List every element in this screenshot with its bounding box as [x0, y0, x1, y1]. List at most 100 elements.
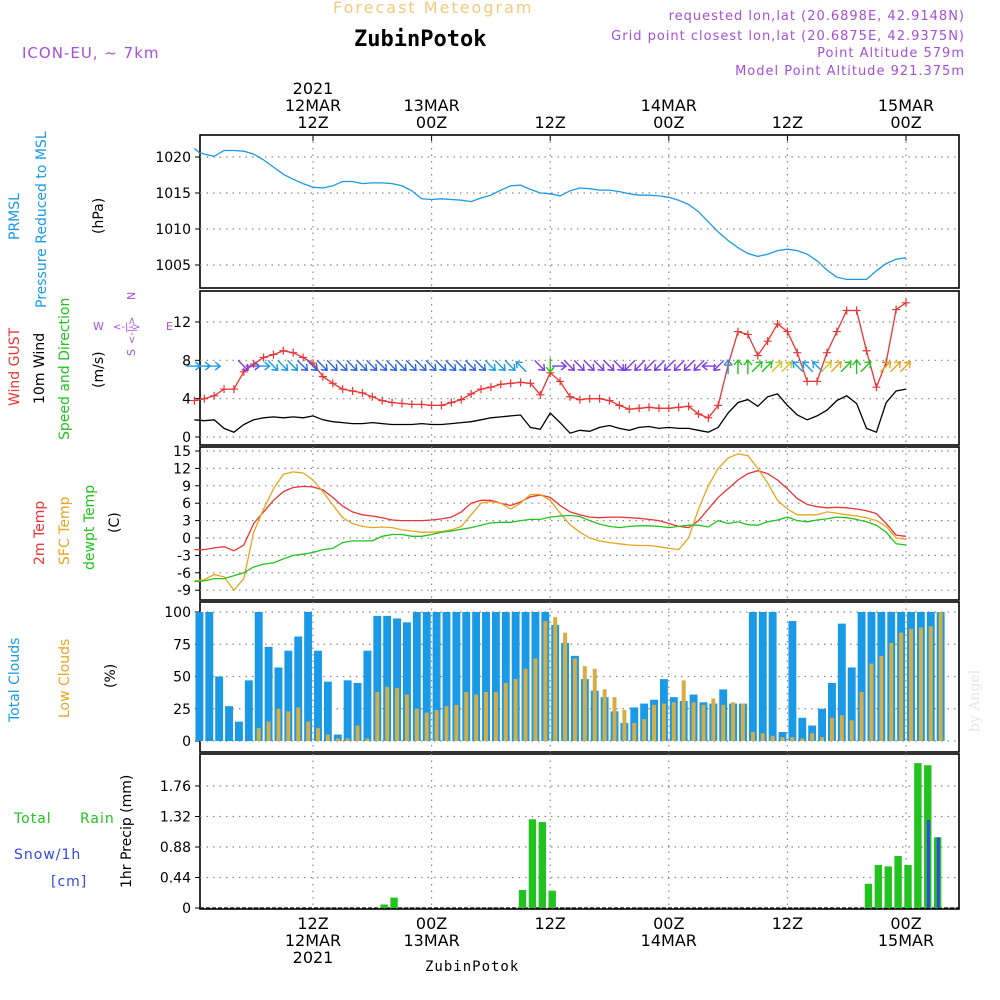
bar-low-clouds — [484, 691, 488, 741]
gust-marker — [496, 380, 505, 389]
bar-total-clouds — [491, 612, 500, 741]
compass-w: W — [93, 320, 104, 333]
gust-marker — [358, 388, 367, 397]
bar-low-clouds — [820, 737, 825, 741]
wind-arrow-shape — [743, 358, 753, 375]
wind-arrow — [812, 361, 824, 373]
wind-arrow — [515, 361, 527, 373]
wind-arrow-shape — [474, 359, 487, 372]
gust-marker — [822, 348, 831, 357]
bar-low-clouds — [721, 704, 726, 741]
bar-low-clouds — [325, 734, 330, 741]
wind-arrow-shape — [593, 359, 605, 372]
bar-low-clouds — [365, 738, 370, 741]
gust-marker — [526, 379, 535, 388]
bar-low-clouds — [701, 704, 706, 741]
wind-arrow-shape — [723, 358, 733, 375]
wind-arrow — [356, 359, 368, 372]
compass-s: S — [125, 349, 138, 356]
gust-marker — [605, 396, 614, 405]
bar-low-clouds — [256, 728, 261, 741]
wind-arrow-shape — [267, 359, 279, 372]
gust-marker — [674, 403, 683, 412]
wind-arrow — [255, 361, 271, 371]
gust-marker — [477, 385, 486, 394]
bar-low-clouds — [632, 722, 637, 741]
bar-total-clouds — [501, 612, 510, 741]
bar-low-clouds — [533, 658, 538, 741]
bar-low-clouds — [681, 680, 686, 741]
wind-arrow-shape — [306, 359, 319, 372]
wind-arrow-shape — [376, 359, 388, 372]
requested-coords: requested lon,lat (20.6898E, 42.9148N) — [668, 9, 965, 24]
bar-low-clouds — [810, 733, 815, 741]
wind-arrow — [723, 358, 733, 375]
series-wind-gust-markers — [190, 298, 910, 422]
top-time-label: 13MAR — [403, 96, 459, 115]
gust-marker — [832, 327, 841, 336]
ytick-label-temperature: -6 — [177, 566, 191, 582]
ytick-label-wind: 4 — [182, 392, 191, 408]
top-time-label: 12Z — [297, 113, 328, 132]
bar-low-clouds — [296, 707, 301, 741]
bar-low-clouds — [790, 737, 795, 741]
wind-arrow-shape — [552, 361, 568, 371]
bar-total-clouds — [768, 612, 777, 741]
p5-label-rain: Rain — [80, 811, 115, 827]
wind-arrow — [771, 361, 783, 373]
bar-low-clouds — [464, 691, 469, 741]
bar-low-clouds — [434, 710, 439, 741]
gust-marker — [654, 404, 663, 413]
wind-arrow-shape — [899, 361, 912, 373]
wind-arrow — [653, 359, 666, 372]
bar-low-clouds — [474, 694, 479, 741]
wind-arrow — [277, 359, 289, 372]
wind-arrow-shape — [405, 359, 417, 372]
wind-arrow — [206, 361, 222, 371]
bar-low-clouds — [622, 710, 627, 741]
top-time-label: 15MAR — [878, 96, 934, 115]
bar-low-clouds — [938, 612, 943, 741]
wind-arrow — [733, 358, 743, 375]
bottom-time-label: 2021 — [293, 948, 334, 967]
wind-arrow — [534, 359, 546, 372]
bar-low-clouds — [642, 719, 647, 741]
wind-arrow — [860, 361, 872, 373]
gust-marker — [763, 337, 772, 346]
wind-arrow-shape — [237, 359, 249, 372]
wind-arrow — [583, 359, 595, 372]
bar-total-clouds — [432, 612, 441, 741]
bar-low-clouds — [770, 735, 775, 741]
bar-total-clouds — [205, 612, 214, 741]
gust-marker — [892, 305, 901, 314]
wind-arrow — [624, 359, 636, 372]
ytick-label-precip: 1.76 — [160, 779, 191, 795]
wind-arrow — [395, 359, 407, 372]
wind-arrow — [634, 359, 646, 372]
bar-low-clouds — [661, 703, 666, 741]
gust-marker — [793, 348, 802, 357]
closest-coords-text: point closest lon,lat (20.6875E, 42.9375… — [647, 29, 965, 44]
wind-arrow-shape — [603, 359, 615, 372]
bar-low-clouds — [612, 697, 617, 741]
bottom-time-label: 00Z — [890, 914, 921, 933]
gust-marker — [704, 413, 713, 422]
ytick-label-temperature: -9 — [177, 583, 191, 599]
bar-total-clouds — [353, 682, 362, 741]
bar-low-clouds — [869, 663, 874, 741]
wind-arrow-shape — [771, 361, 783, 373]
bar-low-clouds — [345, 738, 350, 741]
bar-low-clouds — [385, 686, 390, 741]
bar-total-clouds — [363, 650, 372, 741]
wind-arrow — [405, 359, 417, 372]
gust-marker — [743, 330, 752, 339]
wind-arrow-shape — [445, 359, 457, 372]
closest-prefix: Grid — [611, 29, 643, 44]
bar-total-clouds — [333, 734, 342, 741]
gust-marker — [467, 389, 476, 398]
wind-arrow — [761, 361, 773, 373]
gust-marker — [753, 351, 762, 360]
wind-arrow — [889, 361, 902, 373]
wind-arrow — [613, 359, 625, 372]
wind-arrow — [306, 359, 319, 372]
